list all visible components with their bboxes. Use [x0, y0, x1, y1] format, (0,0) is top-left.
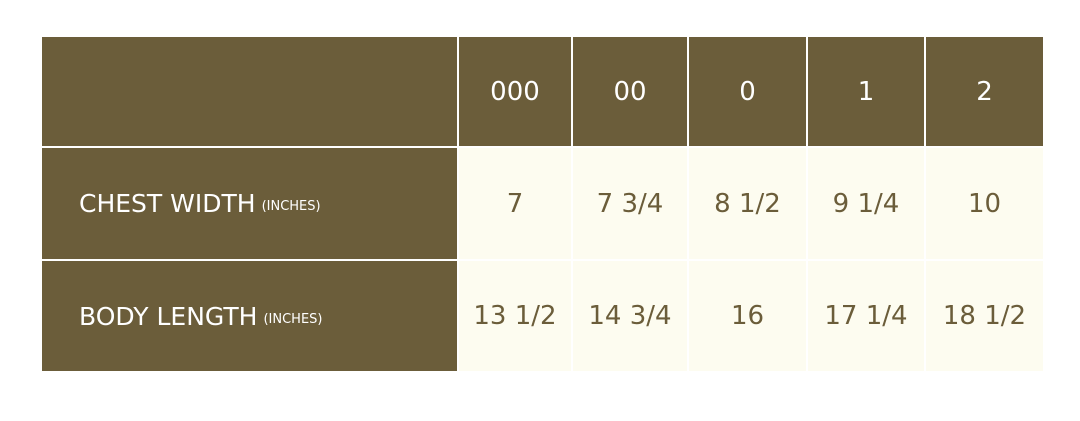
header-corner — [42, 37, 457, 146]
table-cell: 7 3/4 — [573, 148, 687, 259]
size-header: 00 — [573, 37, 687, 146]
row-unit: (INCHES) — [261, 199, 321, 214]
table-cell: 13 1/2 — [459, 261, 571, 371]
row-unit: (INCHES) — [263, 311, 323, 327]
table-cell: 18 1/2 — [926, 261, 1043, 371]
table-cell: 16 — [689, 261, 806, 371]
size-header: 0 — [689, 37, 806, 146]
row-label-chest-width: CHEST WIDTH (INCHES) — [42, 148, 457, 259]
row-label-text: BODY LENGTH — [79, 301, 258, 331]
table-cell: 7 — [459, 148, 571, 259]
row-label-text: CHEST WIDTH — [79, 189, 256, 218]
size-header: 000 — [459, 37, 571, 146]
size-chart-table: 000 00 0 1 2 CHEST WIDTH (INCHES) 7 7 3/4… — [42, 37, 1043, 371]
size-header: 1 — [808, 37, 924, 146]
table-cell: 14 3/4 — [573, 261, 687, 371]
table-cell: 17 1/4 — [808, 261, 924, 371]
table-cell: 9 1/4 — [808, 148, 924, 259]
table-cell: 8 1/2 — [689, 148, 806, 259]
row-label-body-length: BODY LENGTH (INCHES) — [42, 261, 457, 371]
size-header: 2 — [926, 37, 1043, 146]
table-cell: 10 — [926, 148, 1043, 259]
